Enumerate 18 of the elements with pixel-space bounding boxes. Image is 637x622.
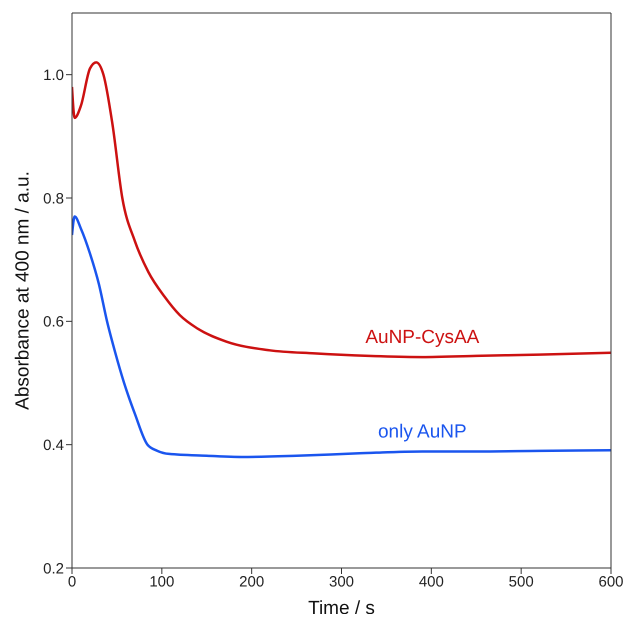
line-series [72, 215, 611, 458]
y-axis-title: Absorbance at 400 nm / a.u. [12, 171, 34, 410]
series-label: AuNP-CysAA [365, 327, 480, 348]
x-axis-title: Time / s [308, 598, 375, 619]
x-tick-label: 0 [68, 574, 76, 591]
x-tick-label: 600 [598, 574, 624, 591]
x-tick-label: 100 [149, 574, 174, 591]
y-tick-label: 0.4 [43, 436, 64, 454]
y-tick-label: 0.2 [43, 560, 64, 578]
y-tick-label: 0.6 [43, 314, 64, 331]
y-tick-label: 0.8 [43, 190, 64, 208]
x-tick-label: 300 [328, 574, 354, 591]
line-series [72, 61, 611, 358]
x-tick-label: 500 [508, 574, 534, 591]
x-tick-label: 200 [239, 574, 264, 591]
x-tick-label: 400 [418, 574, 444, 591]
series-label: only AuNP [378, 421, 467, 442]
y-tick-label: 1.0 [43, 66, 64, 84]
